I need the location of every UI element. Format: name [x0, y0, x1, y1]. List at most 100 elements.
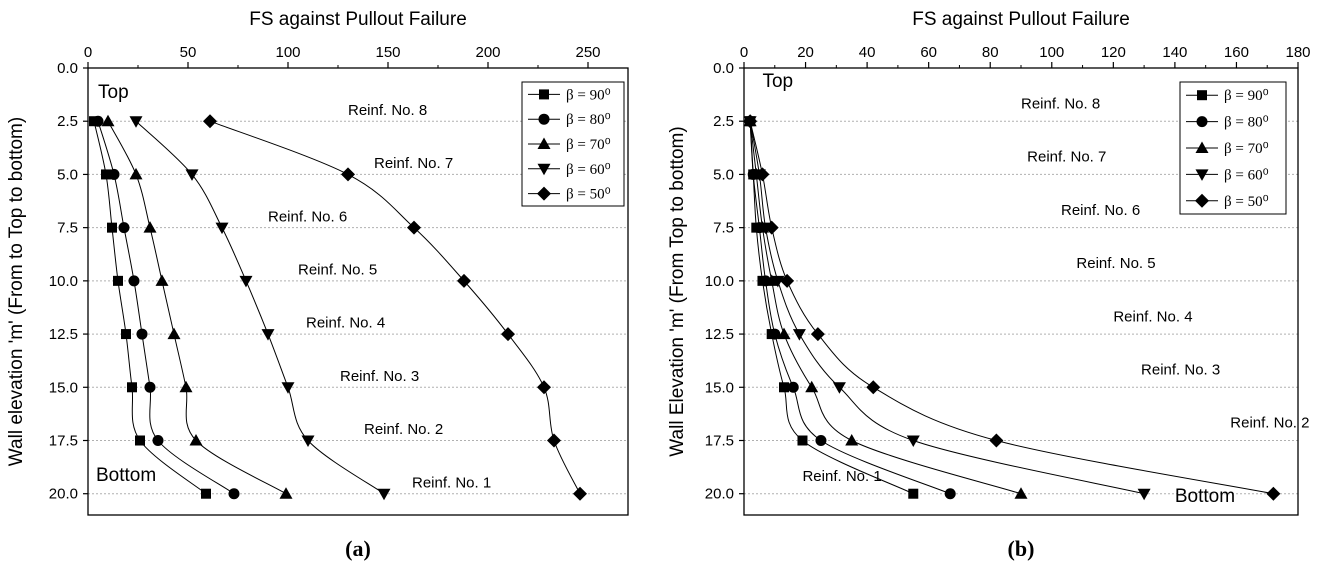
x-tick-label: 100	[275, 44, 300, 61]
x-tick-label: 0	[84, 44, 92, 61]
y-tick-label: 7.5	[713, 220, 734, 237]
annotation-label: Reinf. No. 4	[1113, 308, 1192, 325]
annotation-label: Reinf. No. 4	[306, 315, 385, 332]
annotation-label: Reinf. No. 1	[802, 468, 881, 485]
legend-marker	[1195, 169, 1209, 181]
data-point	[1014, 487, 1028, 499]
x-tick-label: 20	[797, 44, 814, 61]
data-point	[127, 382, 137, 393]
annotation-label: Reinf. No. 2	[1230, 415, 1309, 432]
legend: β = 90⁰ β = 80⁰ β = 70⁰ β = 60⁰ β = 50⁰	[1179, 81, 1287, 215]
panel-label: (a)	[345, 536, 371, 561]
panel-label: (b)	[1008, 536, 1035, 561]
data-point	[179, 380, 193, 393]
y-tick-label: 2.5	[713, 113, 734, 130]
data-point	[815, 435, 827, 446]
data-point	[135, 435, 145, 446]
data-point	[129, 167, 143, 180]
data-point	[92, 115, 104, 127]
data-point	[189, 434, 203, 446]
data-point	[771, 275, 785, 288]
legend-label: β = 50⁰	[566, 187, 611, 203]
data-point	[301, 435, 315, 447]
series-line	[749, 121, 914, 495]
data-point	[215, 222, 229, 235]
data-point	[101, 114, 115, 127]
y-tick-label: 2.5	[57, 113, 78, 130]
data-point	[810, 327, 825, 342]
data-point	[805, 380, 819, 393]
y-tick-label: 0.0	[713, 60, 734, 77]
annotation-label: Reinf. No. 7	[374, 155, 453, 172]
legend-label: β = 90⁰	[1224, 88, 1269, 104]
data-point	[281, 382, 295, 394]
data-point	[128, 275, 140, 287]
data-point	[121, 329, 131, 340]
x-tick-label: 0	[740, 44, 748, 61]
legend-marker	[539, 89, 549, 100]
legend-label: β = 70⁰	[1224, 141, 1269, 157]
annotation-label: Reinf. No. 8	[1021, 95, 1100, 112]
chart-panel-2: 0 20 40 60 80 100 120 140 160 180 FS against Pullo…	[667, 9, 1311, 561]
series-line	[749, 121, 1145, 495]
legend-marker	[538, 113, 550, 125]
data-point	[547, 433, 561, 448]
y-axis-title: Wall elevation 'm' (From to Top to botto…	[6, 117, 27, 466]
data-point	[201, 488, 211, 499]
annotation-label: Top	[98, 82, 129, 103]
y-tick-label: 17.5	[705, 433, 734, 450]
data-point	[755, 167, 770, 182]
data-point	[185, 169, 199, 181]
annotation-label: Reinf. No. 6	[268, 208, 347, 225]
data-point	[1137, 488, 1151, 501]
data-point	[129, 116, 143, 128]
annotation-label: Reinf. No. 3	[1141, 362, 1220, 379]
data-point	[377, 488, 391, 501]
data-point	[407, 220, 421, 235]
data-point	[792, 329, 806, 341]
data-point	[136, 328, 148, 340]
legend-marker	[1197, 90, 1207, 101]
annotation-label: Reinf. No. 2	[364, 421, 443, 438]
y-tick-label: 7.5	[57, 220, 78, 237]
series-line	[749, 121, 1022, 495]
data-point	[777, 327, 791, 340]
series-4	[743, 116, 1151, 501]
y-tick-label: 5.0	[57, 166, 78, 183]
data-point	[108, 168, 120, 180]
y-tick-label: 15.0	[705, 379, 734, 396]
series-1	[745, 116, 919, 499]
legend-label: β = 50⁰	[1224, 194, 1269, 210]
legend-label: β = 60⁰	[1224, 167, 1269, 183]
data-point	[501, 327, 515, 342]
y-tick-label: 10.0	[705, 273, 734, 290]
x-tick-label: 120	[1101, 44, 1126, 61]
annotation-label: Reinf. No. 7	[1027, 149, 1106, 166]
data-point	[779, 382, 790, 393]
data-point	[780, 273, 795, 288]
legend-label: β = 70⁰	[566, 137, 611, 153]
series-5	[203, 114, 587, 501]
legend-marker	[537, 137, 551, 149]
data-point	[765, 274, 779, 286]
data-point	[944, 488, 956, 500]
data-point	[845, 434, 859, 446]
series-line	[749, 121, 1274, 495]
data-point	[101, 169, 111, 180]
annotation-label: Reinf. No. 6	[1061, 202, 1140, 219]
data-point	[769, 328, 781, 340]
data-point	[537, 380, 551, 395]
y-axis-title: Wall Elevation 'm' (From Top to bottom)	[667, 126, 688, 456]
x-axis-title: FS against Pullout Failure	[249, 9, 467, 30]
annotation-label: Reinf. No. 8	[348, 102, 427, 119]
annotation-label: Bottom	[1175, 486, 1235, 507]
data-point	[457, 273, 471, 288]
data-point	[866, 380, 881, 395]
data-point	[341, 167, 355, 182]
x-tick-label: 80	[982, 44, 999, 61]
y-tick-label: 12.5	[705, 326, 734, 343]
data-point	[118, 222, 130, 234]
y-tick-label: 5.0	[713, 166, 734, 183]
legend-label: β = 60⁰	[566, 162, 611, 178]
